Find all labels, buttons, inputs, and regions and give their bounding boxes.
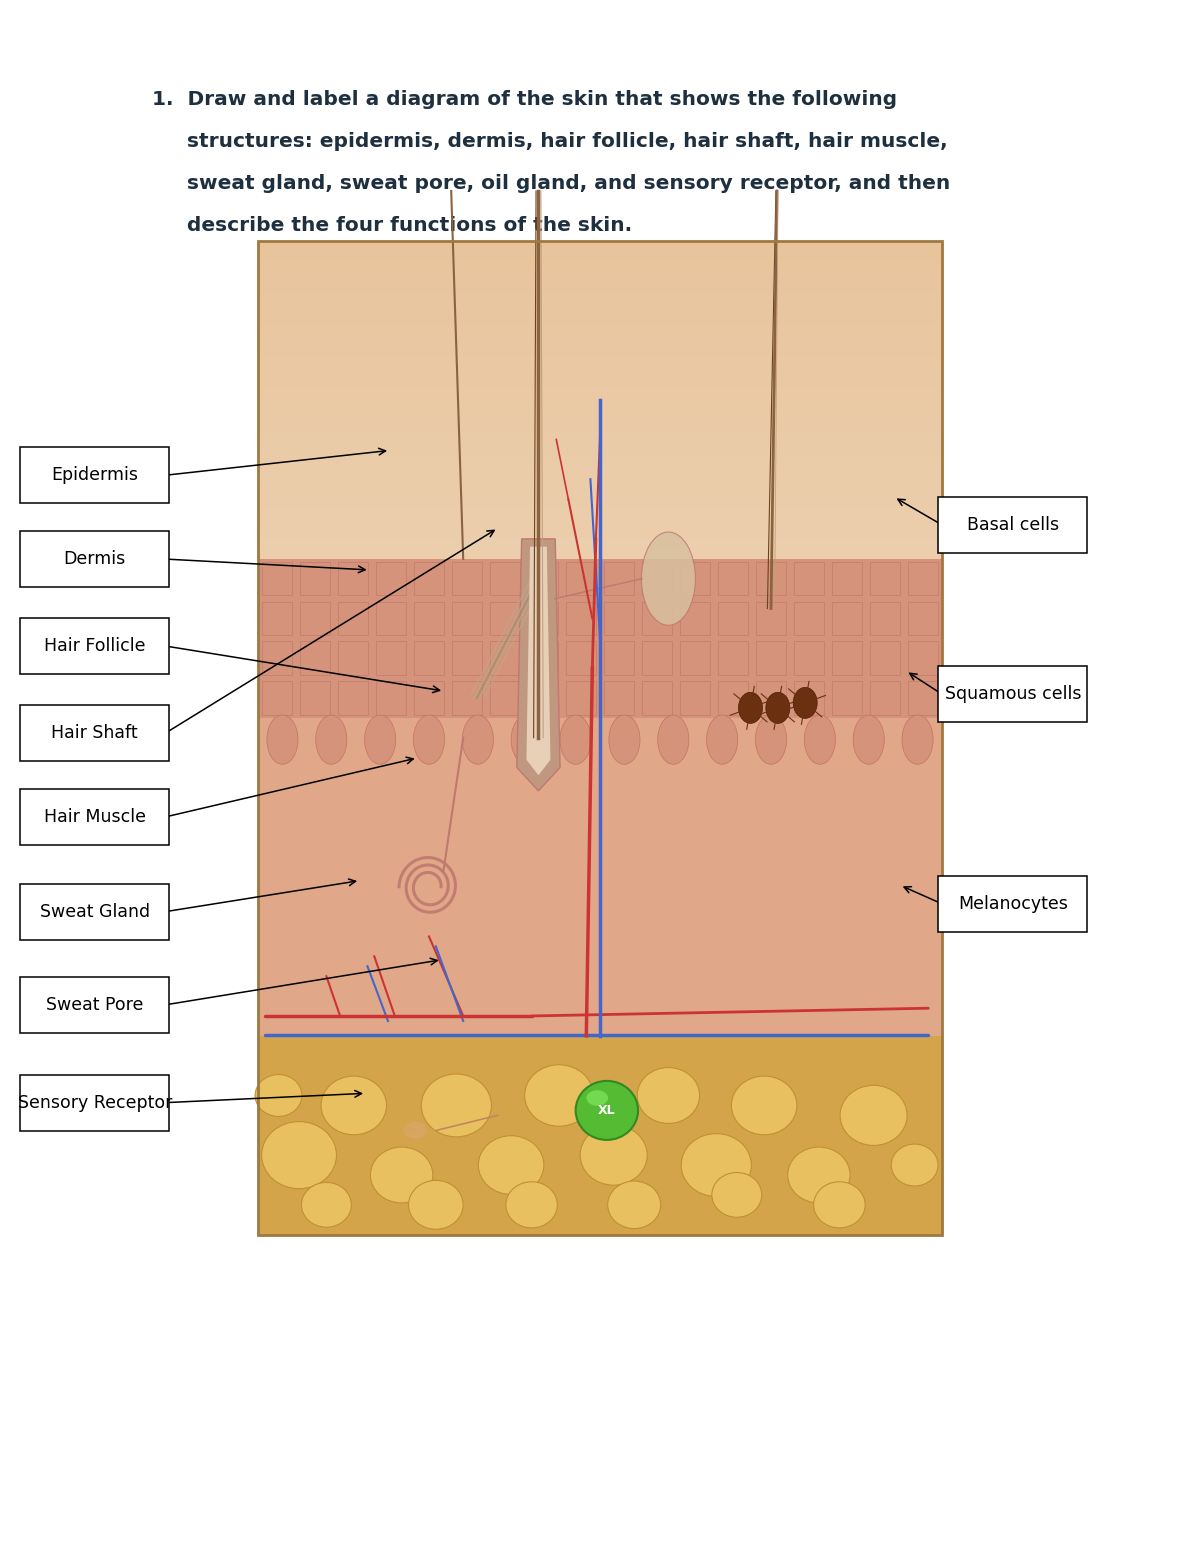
Ellipse shape: [256, 1075, 302, 1117]
FancyBboxPatch shape: [258, 399, 942, 410]
Text: Dermis: Dermis: [64, 550, 126, 568]
FancyBboxPatch shape: [258, 537, 942, 548]
FancyBboxPatch shape: [258, 516, 942, 526]
FancyBboxPatch shape: [258, 474, 942, 485]
Text: Squamous cells: Squamous cells: [944, 685, 1081, 704]
Text: Hair Shaft: Hair Shaft: [52, 724, 138, 742]
FancyBboxPatch shape: [258, 495, 942, 506]
FancyBboxPatch shape: [258, 717, 942, 1036]
Ellipse shape: [608, 714, 640, 764]
Ellipse shape: [642, 533, 696, 626]
Text: describe the four functions of the skin.: describe the four functions of the skin.: [152, 216, 632, 235]
Ellipse shape: [607, 1182, 661, 1228]
Ellipse shape: [902, 714, 934, 764]
Text: 1.  Draw and label a diagram of the skin that shows the following: 1. Draw and label a diagram of the skin …: [152, 90, 898, 109]
Ellipse shape: [892, 1145, 938, 1186]
Text: Melanocytes: Melanocytes: [958, 895, 1068, 913]
Ellipse shape: [712, 1173, 762, 1218]
Ellipse shape: [414, 714, 444, 764]
Ellipse shape: [262, 1121, 336, 1188]
FancyBboxPatch shape: [258, 326, 942, 335]
FancyBboxPatch shape: [258, 390, 942, 399]
Ellipse shape: [787, 1148, 850, 1204]
FancyBboxPatch shape: [20, 884, 169, 940]
Text: Basal cells: Basal cells: [967, 516, 1058, 534]
Ellipse shape: [408, 1180, 463, 1230]
FancyBboxPatch shape: [258, 432, 942, 443]
Ellipse shape: [732, 1076, 797, 1135]
Text: XL: XL: [598, 1104, 616, 1117]
Ellipse shape: [576, 1081, 638, 1140]
Text: sweat gland, sweat pore, oil gland, and sensory receptor, and then: sweat gland, sweat pore, oil gland, and …: [152, 174, 950, 193]
Text: Sensory Receptor: Sensory Receptor: [18, 1093, 172, 1112]
FancyBboxPatch shape: [20, 618, 169, 674]
Ellipse shape: [365, 714, 396, 764]
FancyBboxPatch shape: [938, 497, 1087, 553]
FancyBboxPatch shape: [938, 876, 1087, 932]
FancyBboxPatch shape: [258, 241, 942, 559]
Text: Hair Muscle: Hair Muscle: [43, 808, 146, 826]
Circle shape: [738, 693, 762, 724]
Ellipse shape: [853, 714, 884, 764]
Ellipse shape: [371, 1148, 433, 1204]
Ellipse shape: [560, 714, 592, 764]
FancyBboxPatch shape: [20, 447, 169, 503]
FancyBboxPatch shape: [258, 463, 942, 474]
FancyBboxPatch shape: [258, 443, 942, 453]
FancyBboxPatch shape: [258, 453, 942, 463]
Text: structures: epidermis, dermis, hair follicle, hair shaft, hair muscle,: structures: epidermis, dermis, hair foll…: [152, 132, 948, 151]
FancyBboxPatch shape: [20, 531, 169, 587]
Ellipse shape: [814, 1182, 865, 1228]
FancyBboxPatch shape: [258, 379, 942, 390]
Ellipse shape: [421, 1075, 492, 1137]
FancyBboxPatch shape: [258, 559, 942, 717]
FancyBboxPatch shape: [20, 789, 169, 845]
Text: Sweat Pore: Sweat Pore: [46, 995, 144, 1014]
FancyBboxPatch shape: [258, 368, 942, 379]
Ellipse shape: [301, 1182, 352, 1227]
Ellipse shape: [511, 714, 542, 764]
Text: Hair Follicle: Hair Follicle: [44, 637, 145, 655]
Ellipse shape: [479, 1135, 544, 1194]
FancyBboxPatch shape: [258, 548, 942, 559]
FancyBboxPatch shape: [938, 666, 1087, 722]
FancyBboxPatch shape: [258, 421, 942, 432]
FancyBboxPatch shape: [258, 485, 942, 495]
Ellipse shape: [266, 714, 298, 764]
Ellipse shape: [682, 1134, 751, 1196]
Circle shape: [793, 688, 817, 719]
Polygon shape: [517, 539, 560, 790]
Ellipse shape: [506, 1182, 557, 1228]
FancyBboxPatch shape: [258, 335, 942, 346]
Text: Epidermis: Epidermis: [52, 466, 138, 485]
Ellipse shape: [804, 714, 835, 764]
FancyBboxPatch shape: [258, 410, 942, 421]
Ellipse shape: [707, 714, 738, 764]
Polygon shape: [527, 547, 551, 775]
FancyBboxPatch shape: [258, 357, 942, 368]
FancyBboxPatch shape: [20, 705, 169, 761]
FancyBboxPatch shape: [258, 526, 942, 537]
FancyBboxPatch shape: [258, 1036, 942, 1235]
Ellipse shape: [316, 714, 347, 764]
FancyBboxPatch shape: [258, 506, 942, 516]
Ellipse shape: [587, 1090, 608, 1106]
FancyBboxPatch shape: [20, 977, 169, 1033]
Ellipse shape: [658, 714, 689, 764]
Text: Sweat Gland: Sweat Gland: [40, 902, 150, 921]
Ellipse shape: [756, 714, 786, 764]
Ellipse shape: [462, 714, 493, 764]
Ellipse shape: [322, 1076, 386, 1135]
Ellipse shape: [840, 1086, 907, 1146]
Ellipse shape: [637, 1067, 700, 1123]
Ellipse shape: [580, 1124, 647, 1185]
FancyBboxPatch shape: [258, 346, 942, 357]
Circle shape: [766, 693, 790, 724]
FancyBboxPatch shape: [20, 1075, 169, 1131]
Ellipse shape: [524, 1065, 593, 1126]
